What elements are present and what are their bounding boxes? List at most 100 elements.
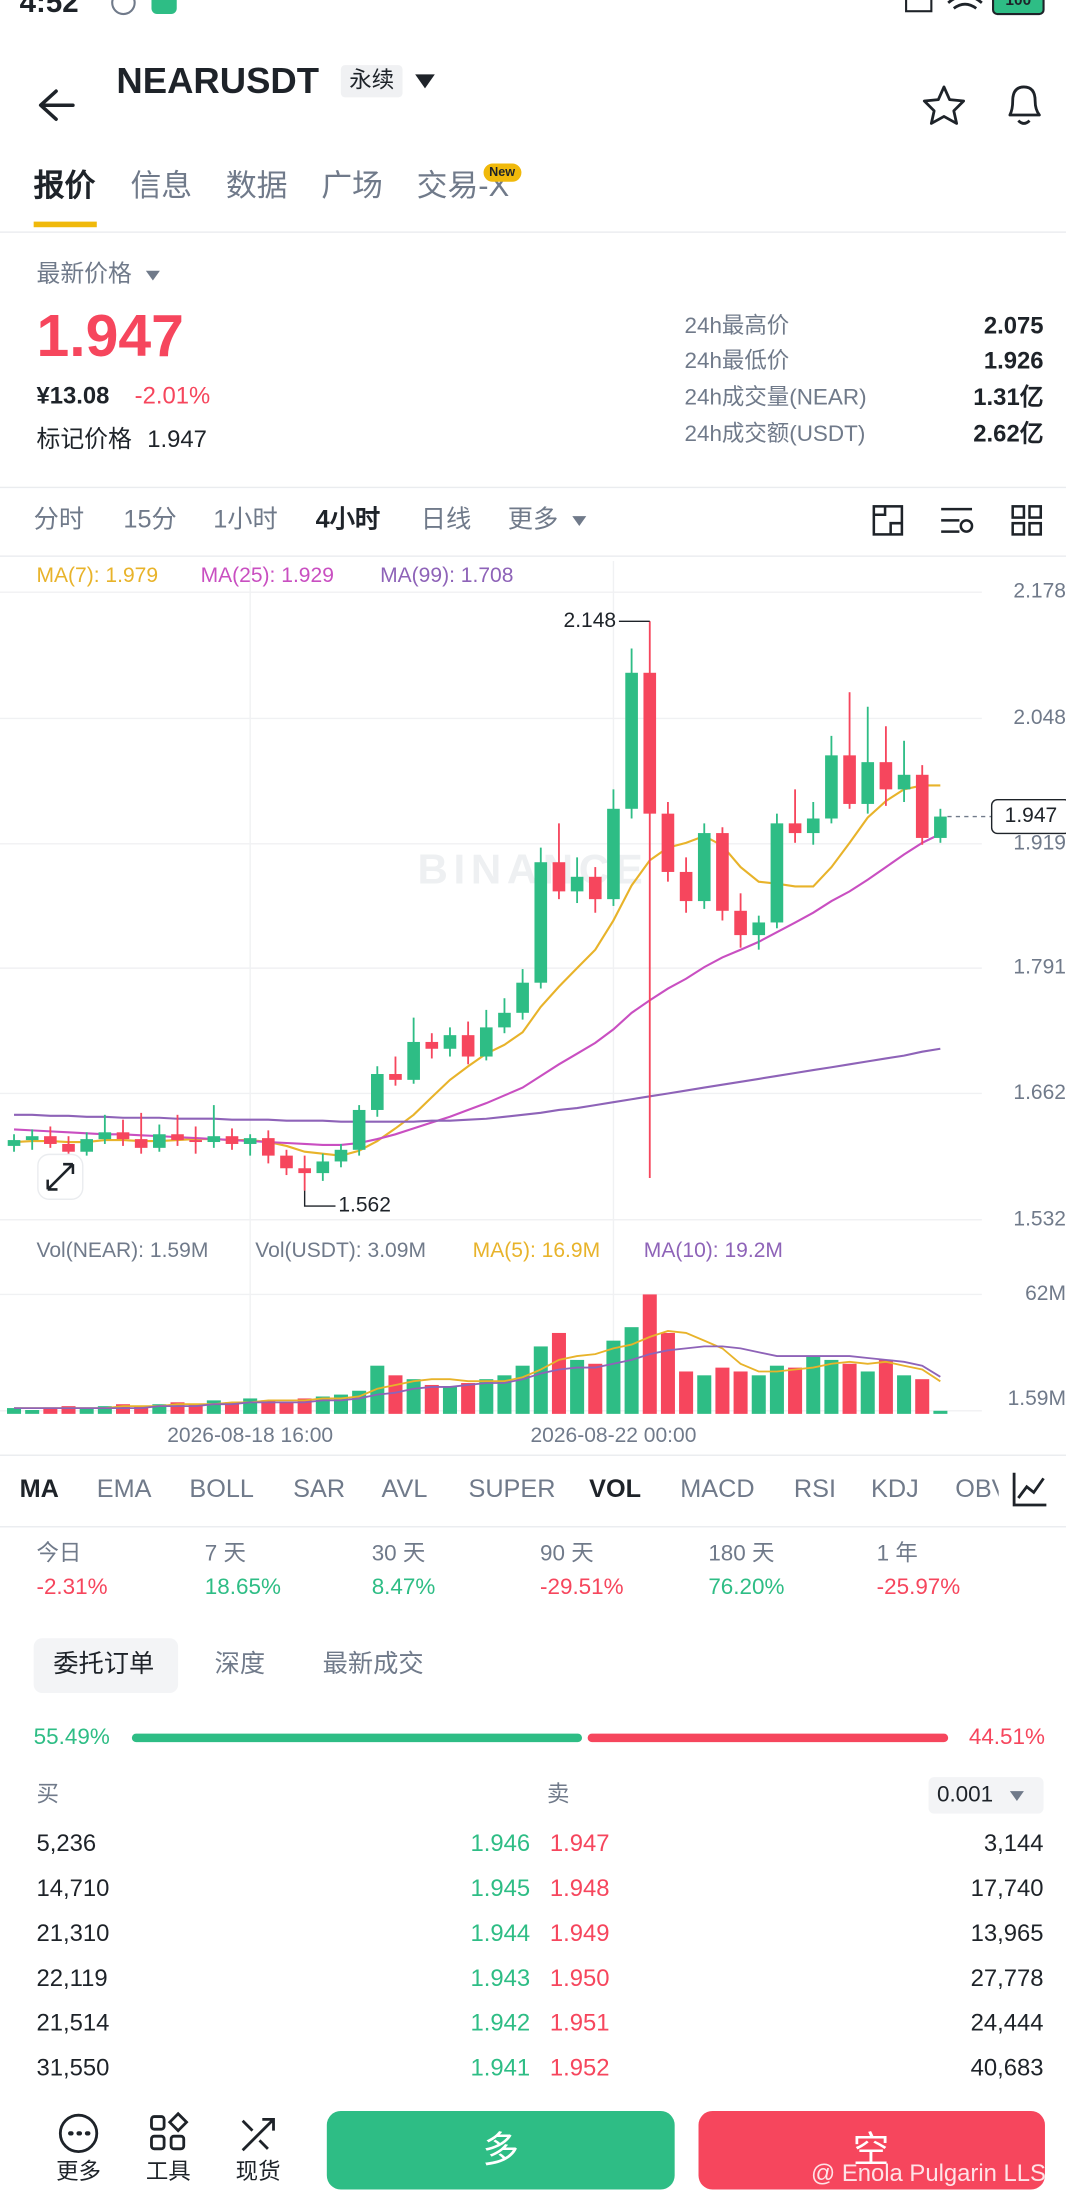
x-tick-label: 2026-08-18 16:00 <box>167 1424 333 1447</box>
long-label[interactable]: 多 <box>482 2128 519 2171</box>
interval[interactable]: 4小时 <box>315 505 381 534</box>
indicator-tab[interactable]: MA <box>19 1474 59 1503</box>
indicator-tab[interactable]: VOL <box>589 1474 642 1503</box>
back-button[interactable] <box>38 89 75 121</box>
candle-body <box>352 1109 366 1150</box>
volume-bar <box>424 1384 439 1414</box>
interval[interactable]: 1小时 <box>213 505 278 534</box>
indicator-tab[interactable]: RSI <box>793 1474 836 1503</box>
symbol: NEARUSDT <box>116 59 320 102</box>
candle-body <box>370 1074 384 1110</box>
interval[interactable]: 更多 <box>507 505 559 534</box>
interval[interactable]: 分时 <box>33 505 85 534</box>
volume-bar <box>878 1359 893 1414</box>
volume-bar <box>769 1365 784 1414</box>
chart-settings-icon-detail <box>873 506 902 535</box>
candle-body <box>407 1041 420 1080</box>
stat-label: 24h最低价 <box>684 349 790 374</box>
candle-body <box>770 823 784 923</box>
candle-body <box>915 774 929 838</box>
long-button[interactable] <box>326 2110 675 2190</box>
volume-ma-legend: MA(10): 19.2M <box>643 1238 783 1263</box>
interval[interactable]: 日线 <box>420 505 472 534</box>
volume-bar <box>243 1398 258 1414</box>
period-label: 180 天 <box>708 1542 775 1566</box>
candle-body <box>843 755 856 804</box>
indicator-tab[interactable]: KDJ <box>871 1474 919 1503</box>
bottom-nav-label[interactable]: 现货 <box>235 2160 281 2185</box>
symbol-dropdown[interactable] <box>415 74 435 89</box>
bottom-nav-label[interactable]: 工具 <box>145 2160 191 2185</box>
ask-qty: 40,683 <box>970 2054 1044 2082</box>
status-time: 4:52 <box>19 0 79 19</box>
indicator-tab[interactable]: AVL <box>381 1474 428 1503</box>
volume-bar <box>442 1386 457 1414</box>
ma-line <box>13 784 941 1157</box>
period-change: -25.97% <box>876 1575 961 1600</box>
ask-header: 卖 <box>547 1783 570 1808</box>
indicator-settings-icon-detail <box>959 519 974 533</box>
candle-body <box>207 1136 221 1143</box>
bid-price: 1.946 <box>470 1830 531 1857</box>
volume-bar <box>915 1379 930 1414</box>
ma-line <box>13 833 941 1147</box>
order-tab[interactable]: 深度 <box>214 1649 266 1678</box>
tab[interactable]: 报价 <box>33 168 96 204</box>
chart-type-button[interactable] <box>1012 1472 1047 1507</box>
volume-bar <box>806 1356 821 1414</box>
order-tab[interactable]: 最新成交 <box>322 1649 424 1678</box>
bottom-nav-label[interactable]: 更多 <box>56 2160 102 2185</box>
volume-ma-legend: MA(5): 16.9M <box>472 1238 601 1263</box>
spot-icon[interactable] <box>241 2117 275 2152</box>
tab[interactable]: 广场 <box>321 168 383 204</box>
contract-badge: 永续 <box>340 65 403 98</box>
fullscreen-icon <box>46 1162 75 1191</box>
period-change: 8.47% <box>371 1575 436 1600</box>
candle-body <box>262 1138 275 1156</box>
layout-icon[interactable] <box>1011 505 1026 519</box>
short-button[interactable] <box>698 2110 1045 2190</box>
interval[interactable]: 15分 <box>123 505 177 534</box>
candle-body <box>607 808 620 900</box>
alert-button[interactable] <box>1008 85 1041 125</box>
precision-box[interactable] <box>928 1777 1044 1814</box>
bid-price: 1.941 <box>470 2054 531 2082</box>
indicator-settings-icon[interactable] <box>941 507 973 533</box>
indicator-tab[interactable]: MACD <box>680 1474 755 1503</box>
indicator-tab[interactable]: SAR <box>293 1474 346 1503</box>
tab[interactable]: 信息 <box>130 168 193 204</box>
divider <box>0 555 1066 557</box>
candle-body <box>897 774 911 790</box>
candle-body <box>697 833 711 902</box>
candle-body <box>44 1136 57 1144</box>
divider <box>0 231 1066 233</box>
candle-body <box>552 862 566 892</box>
volume-bar <box>588 1363 603 1414</box>
candle-body <box>643 672 657 814</box>
chart-settings-icon[interactable] <box>872 505 904 536</box>
order-tab[interactable]: 委托订单 <box>53 1649 155 1678</box>
tools-icon[interactable] <box>150 2115 166 2131</box>
favorite-button[interactable] <box>922 85 966 125</box>
status-icon <box>111 0 136 16</box>
ask-price: 1.951 <box>549 2009 610 2037</box>
candle-body <box>806 818 820 834</box>
price-cny: ¥13.08 <box>36 382 110 410</box>
candle-body <box>153 1134 166 1148</box>
dropdown-caret <box>145 270 160 281</box>
indicator-tab[interactable]: SUPER <box>468 1474 556 1503</box>
tab[interactable]: 数据 <box>225 168 288 204</box>
candle-body <box>879 762 893 790</box>
volume-bar <box>515 1365 530 1414</box>
bid-qty: 21,310 <box>36 1919 110 1947</box>
indicator-tab[interactable]: BOLL <box>189 1474 254 1503</box>
volume-bar <box>697 1375 712 1414</box>
short-label[interactable]: 空 <box>852 2128 890 2171</box>
indicator-tab[interactable]: EMA <box>96 1474 152 1503</box>
y-tick-label: 2.178 <box>1013 580 1066 603</box>
candle-body <box>588 876 602 900</box>
volume-bar <box>279 1402 294 1414</box>
more-icon[interactable] <box>58 2113 99 2154</box>
candle-body <box>225 1136 239 1144</box>
